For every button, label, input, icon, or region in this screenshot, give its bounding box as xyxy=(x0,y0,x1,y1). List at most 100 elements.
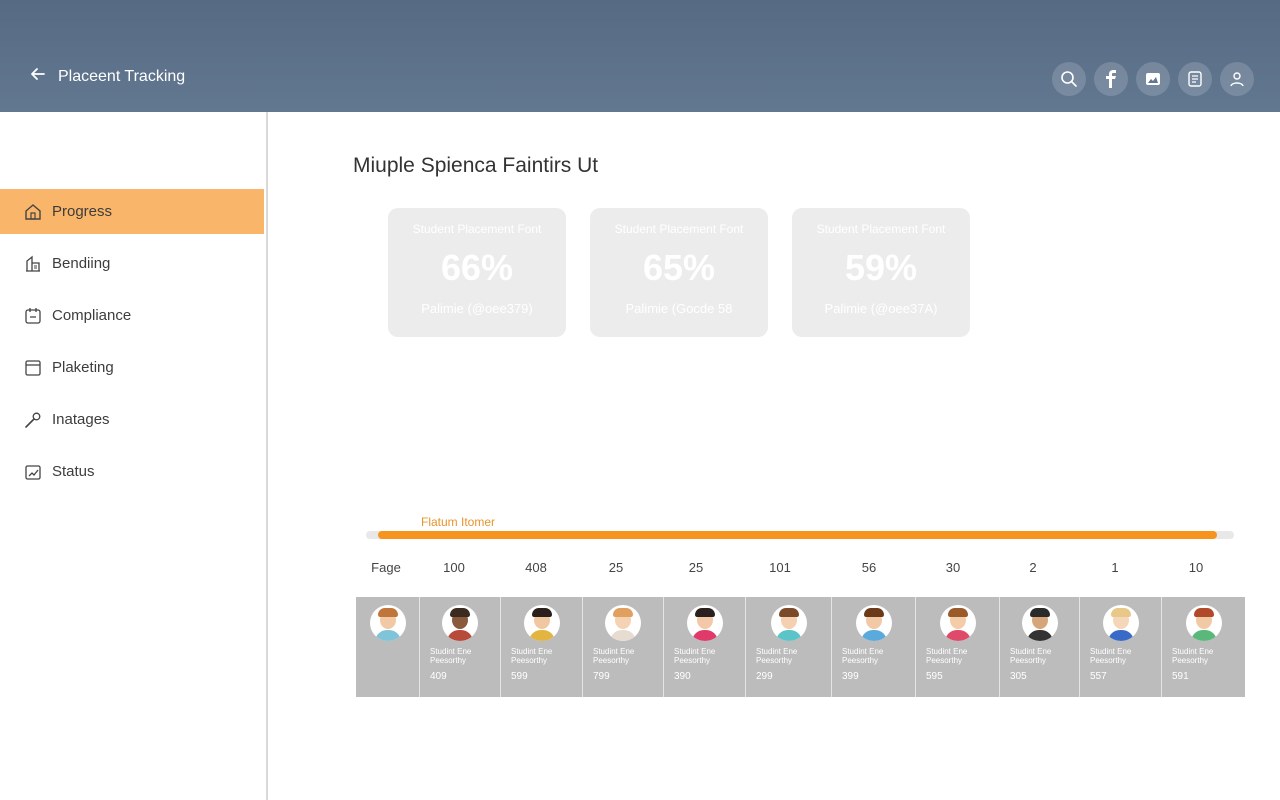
student-count: 799 xyxy=(593,671,610,682)
home-icon xyxy=(24,203,42,221)
stat-card-label: Student Placement Font xyxy=(816,222,946,236)
top-header: Placeent Tracking xyxy=(0,0,1280,112)
student-cell[interactable]: Studint Ene Peesorthy 557 xyxy=(1080,597,1162,697)
sidebar-item-progress[interactable]: Progress xyxy=(0,189,264,234)
sidebar-item-inatages[interactable]: Inatages xyxy=(0,397,264,442)
numbers-row: Fage 100 408 25 25 101 56 30 2 1 10 xyxy=(356,560,1245,576)
row-number: 100 xyxy=(443,560,465,575)
student-name: Studint Ene Peesorthy xyxy=(756,647,798,665)
sidebar-item-plaketing[interactable]: Plaketing xyxy=(0,345,264,390)
student-cell[interactable]: Studint Ene Peesorthy 299 xyxy=(746,597,832,697)
student-name: Studint Ene Peesorthy xyxy=(842,647,884,665)
student-count: 591 xyxy=(1172,671,1189,682)
progress-label: Flatum Itomer xyxy=(421,515,496,529)
student-cell[interactable]: Studint Ene Peesorthy 409 xyxy=(420,597,501,697)
document-icon[interactable] xyxy=(1178,62,1212,96)
back-arrow-icon xyxy=(30,66,48,87)
stat-card-label: Student Placement Font xyxy=(412,222,542,236)
student-name: Studint Ene Peesorthy xyxy=(430,647,472,665)
sidebar-item-bendiing[interactable]: Bendiing xyxy=(0,241,264,286)
sidebar-item-label: Status xyxy=(52,463,95,480)
student-cell[interactable]: Studint Ene Peesorthy 399 xyxy=(832,597,916,697)
row-number: 10 xyxy=(1188,560,1204,575)
avatar xyxy=(1185,605,1222,641)
building-icon xyxy=(24,255,42,273)
avatar xyxy=(605,605,641,641)
sidebar: Progress Bendiing Compliance Plaketing I… xyxy=(0,112,268,800)
sidebar-nav: Progress Bendiing Compliance Plaketing I… xyxy=(0,189,264,501)
stat-cards: Student Placement Font 66% Palimie (@oee… xyxy=(388,208,970,337)
stat-card-value: 59% xyxy=(844,247,918,288)
facebook-icon[interactable] xyxy=(1094,62,1128,96)
student-cell[interactable]: Studint Ene Peesorthy 591 xyxy=(1162,597,1245,697)
student-name: Studint Ene Peesorthy xyxy=(593,647,635,665)
student-cell[interactable] xyxy=(356,597,420,697)
student-count: 557 xyxy=(1090,671,1107,682)
avatar xyxy=(369,605,406,641)
stat-card-sub: Palimie (@oee379) xyxy=(421,301,533,316)
student-name: Studint Ene Peesorthy xyxy=(674,647,716,665)
row-number: 2 xyxy=(1029,560,1037,575)
stat-card: Student Placement Font 59% Palimie (@oee… xyxy=(792,208,970,337)
row-label: Fage xyxy=(371,560,401,575)
student-cell[interactable]: Studint Ene Peesorthy 390 xyxy=(664,597,746,697)
row-number: 408 xyxy=(525,560,547,575)
progress-track xyxy=(366,531,1234,539)
student-name: Studint Ene Peesorthy xyxy=(926,647,968,665)
row-number: 56 xyxy=(861,560,877,575)
stat-card-label: Student Placement Font xyxy=(614,222,744,236)
section-title: Miuple Spienca Faintirs Ut xyxy=(353,154,599,177)
sidebar-item-label: Progress xyxy=(52,203,113,220)
student-name: Studint Ene Peesorthy xyxy=(1010,647,1052,665)
student-count: 409 xyxy=(430,671,447,682)
chart-icon xyxy=(24,463,42,481)
stat-card-value: 66% xyxy=(440,247,514,288)
avatar xyxy=(770,605,807,641)
avatar xyxy=(939,605,976,641)
stat-card: Student Placement Font 65% Palimie (Gocd… xyxy=(590,208,768,337)
sidebar-item-label: Compliance xyxy=(52,307,132,324)
stat-card-sub: Palimie (@oee37A) xyxy=(824,301,938,316)
avatar xyxy=(523,605,560,641)
stat-card-value: 65% xyxy=(642,247,716,288)
row-number: 101 xyxy=(769,560,791,575)
row-number: 1 xyxy=(1111,560,1119,575)
avatar xyxy=(855,605,892,641)
student-count: 595 xyxy=(926,671,943,682)
back-button[interactable]: Placeent Tracking xyxy=(30,66,185,87)
sidebar-item-status[interactable]: Status xyxy=(0,449,264,494)
student-cell[interactable]: Studint Ene Peesorthy 595 xyxy=(916,597,1000,697)
student-name: Studint Ene Peesorthy xyxy=(511,647,553,665)
student-name: Studint Ene Peesorthy xyxy=(1090,647,1132,665)
clipboard-icon xyxy=(24,307,42,325)
avatar xyxy=(1102,605,1139,641)
student-count: 305 xyxy=(1010,671,1027,682)
student-cell[interactable]: Studint Ene Peesorthy 599 xyxy=(501,597,583,697)
sidebar-item-label: Bendiing xyxy=(52,255,111,272)
student-grid: Studint Ene Peesorthy 409 Studint Ene Pees… xyxy=(356,597,1245,697)
avatar xyxy=(1021,605,1058,641)
sidebar-item-compliance[interactable]: Compliance xyxy=(0,293,264,338)
row-number: 25 xyxy=(688,560,704,575)
sidebar-item-label: Plaketing xyxy=(52,359,114,376)
stat-card-sub: Palimie (Gocde 58 xyxy=(625,301,733,316)
avatar xyxy=(686,605,723,641)
folder-icon xyxy=(24,359,42,377)
sidebar-item-label: Inatages xyxy=(52,411,110,428)
avatar xyxy=(442,605,478,641)
student-count: 399 xyxy=(842,671,859,682)
stat-card: Student Placement Font 66% Palimie (@oee… xyxy=(388,208,566,337)
row-number: 25 xyxy=(608,560,624,575)
page-title: Placeent Tracking xyxy=(58,67,186,85)
student-count: 299 xyxy=(756,671,773,682)
progress-fill xyxy=(378,531,1217,539)
student-count: 599 xyxy=(511,671,528,682)
search-icon[interactable] xyxy=(1052,62,1086,96)
student-cell[interactable]: Studint Ene Peesorthy 305 xyxy=(1000,597,1080,697)
student-cell[interactable]: Studint Ene Peesorthy 799 xyxy=(583,597,664,697)
image-icon[interactable] xyxy=(1136,62,1170,96)
student-name: Studint Ene Peesorthy xyxy=(1172,647,1214,665)
header-actions xyxy=(1052,62,1254,96)
row-number: 30 xyxy=(945,560,961,575)
user-icon[interactable] xyxy=(1220,62,1254,96)
